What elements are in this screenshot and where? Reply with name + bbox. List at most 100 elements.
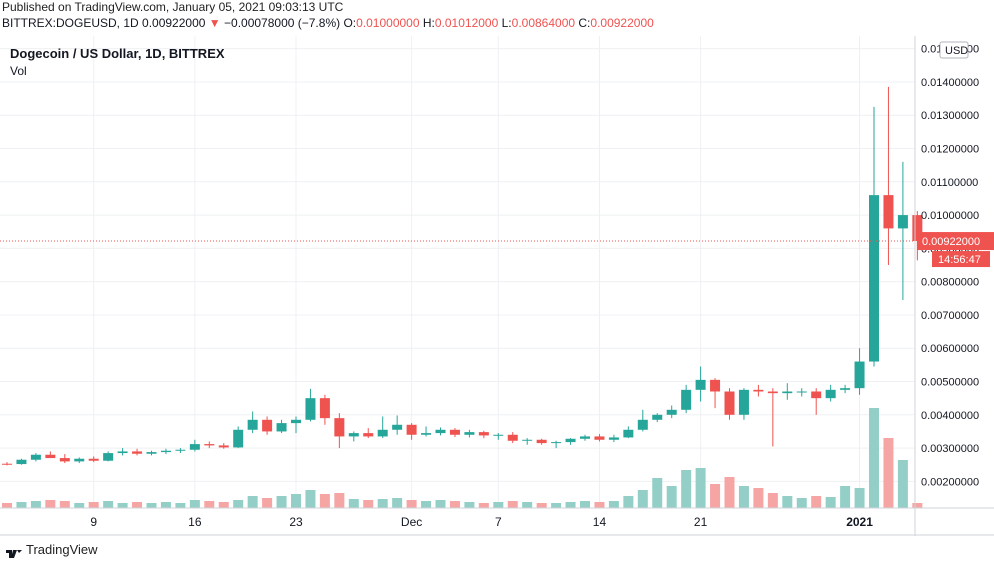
volume-bar <box>392 498 403 508</box>
time-tick-label: 16 <box>188 515 202 529</box>
candle-body <box>507 434 518 441</box>
ohlc-readout: BITTREX:DOGEUSD, 1D 0.00922000 ▼ −0.0007… <box>2 16 654 30</box>
last-price-badge <box>917 232 994 251</box>
candle-body <box>146 452 157 454</box>
candle-body <box>175 449 186 451</box>
time-tick-label: 21 <box>694 515 708 529</box>
candle-body <box>291 419 301 424</box>
candle-body <box>45 454 56 459</box>
volume-bar <box>594 502 605 508</box>
volume-bar <box>724 477 735 508</box>
symbol-label: BITTREX:DOGEUSD, 1D <box>2 16 139 30</box>
price-tick-label: 0.00800000 <box>921 277 979 289</box>
volume-bar <box>507 501 518 508</box>
volume-bar <box>59 501 70 508</box>
price-tick-label: 0.00400000 <box>921 410 979 422</box>
volume-bar <box>782 496 793 508</box>
candle-body <box>334 418 345 437</box>
volume-bar <box>681 470 692 508</box>
footer: TradingView <box>0 536 994 560</box>
change-readout: −0.00078000 (−7.8%) <box>224 16 341 30</box>
candle-body <box>551 442 562 444</box>
candle-body <box>449 429 460 435</box>
volume-bar <box>652 478 663 508</box>
volume-bar <box>493 502 504 508</box>
open-value: 0.01000000 <box>356 16 420 30</box>
volume-bar <box>175 503 186 508</box>
candle-body <box>16 459 27 465</box>
legend-volume: Vol <box>10 64 27 78</box>
candle-body <box>782 391 793 394</box>
candle-body <box>132 451 143 454</box>
tradingview-logo[interactable]: TradingView <box>6 542 98 558</box>
price-tick-label: 0.00700000 <box>921 310 979 322</box>
volume-bar <box>449 501 460 508</box>
candle-body <box>811 391 822 399</box>
volume-bar <box>464 502 475 508</box>
candle-body <box>912 215 923 242</box>
candle-body <box>30 454 41 460</box>
volume-bar <box>623 496 634 508</box>
candle-body <box>478 432 489 436</box>
candle-body <box>74 458 85 462</box>
volume-bar <box>897 460 908 508</box>
time-tick-label: 7 <box>495 515 502 529</box>
price-tick-label: 0.01200000 <box>921 144 979 156</box>
price-tick-label: 0.01000000 <box>921 210 979 222</box>
volume-bar <box>608 501 619 508</box>
volume-bar <box>854 488 865 508</box>
volume-bar <box>478 503 489 508</box>
candle-body <box>233 429 244 448</box>
volume-bar <box>74 503 85 508</box>
candlestick-chart[interactable]: 0.015000000.014000000.013000000.01200000… <box>0 36 994 536</box>
volume-bar <box>305 490 316 508</box>
candle-body <box>681 389 692 410</box>
candle-body <box>392 424 403 430</box>
volume-bar <box>276 496 287 508</box>
volume-bar <box>363 500 374 508</box>
volume-bar <box>262 498 273 508</box>
volume-bar <box>103 501 114 508</box>
close-label: C: <box>578 16 591 30</box>
candle-body <box>305 398 316 420</box>
volume-bar <box>522 502 533 508</box>
time-tick-label: 23 <box>289 515 303 529</box>
candle-body <box>189 444 200 450</box>
candle-body <box>247 419 258 430</box>
volume-bar <box>883 438 894 508</box>
candle-body <box>406 424 417 435</box>
time-tick-label: 14 <box>593 515 607 529</box>
volume-bar <box>30 501 41 508</box>
price-tick-label: 0.01300000 <box>921 110 979 122</box>
candle-body <box>103 453 114 461</box>
candle-body <box>897 215 908 229</box>
price-tick-label: 0.00500000 <box>921 377 979 389</box>
volume-bar <box>2 503 12 508</box>
volume-bar <box>869 408 879 508</box>
volume-bar <box>88 502 99 508</box>
candle-body <box>421 433 432 435</box>
high-label: H: <box>422 16 435 30</box>
volume-bar <box>146 503 157 508</box>
candle-body <box>767 391 778 394</box>
down-arrow-icon: ▼ <box>208 16 221 30</box>
candle-body <box>218 445 229 448</box>
published-caption: Published on TradingView.com, January 05… <box>2 0 344 14</box>
time-tick-label: 2021 <box>846 515 873 529</box>
tradingview-brand: TradingView <box>26 542 98 557</box>
candle-body <box>652 414 663 420</box>
volume-bar <box>16 502 27 508</box>
chart-header: Published on TradingView.com, January 05… <box>0 0 994 36</box>
candle-body <box>796 391 807 393</box>
volume-bar <box>117 503 128 508</box>
volume-bar <box>319 494 330 508</box>
candle-body <box>117 451 128 454</box>
countdown-text: 14:56:47 <box>938 254 981 266</box>
candle-body <box>88 458 99 461</box>
candle-body <box>724 391 735 415</box>
candle-body <box>854 361 865 389</box>
candle-body <box>637 419 648 430</box>
price-tick-label: 0.01100000 <box>921 177 978 189</box>
volume-bar <box>811 496 822 508</box>
volume-bar <box>753 488 764 508</box>
